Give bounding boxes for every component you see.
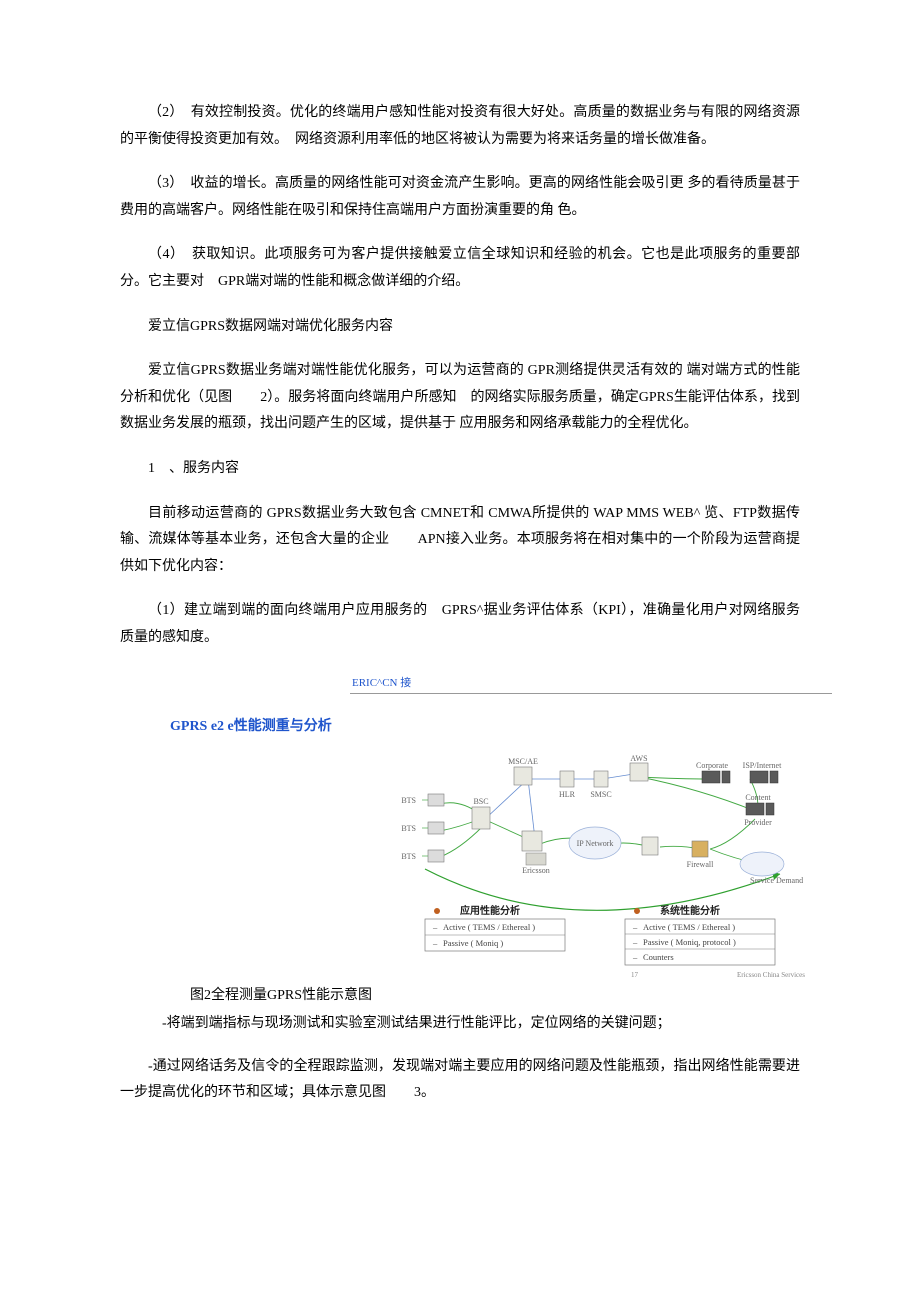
- svg-text:Counters: Counters: [643, 952, 674, 962]
- paragraph-dash-2: -通过网络话务及信令的全程跟踪监测，发现端对端主要应用的网络问题及性能瓶颈，指出…: [120, 1054, 800, 1107]
- svg-text:系统性能分析: 系统性能分析: [660, 904, 720, 917]
- svg-text:–: –: [632, 922, 638, 932]
- paragraph-content-1: 目前移动运营商的 GPRS数据业务大致包含 CMNET和 CMWA所提供的 WA…: [120, 501, 800, 581]
- svg-text:Passive ( Moniq, protocol ): Passive ( Moniq, protocol ): [643, 937, 736, 947]
- paragraph-item-3: （3） 收益的增长。高质量的网络性能可对资金流产生影响。更高的网络性能会吸引更 …: [120, 171, 800, 224]
- svg-text:IP Network: IP Network: [577, 839, 614, 848]
- svg-text:Ericsson China Services: Ericsson China Services: [737, 971, 805, 979]
- svg-text:Corporate: Corporate: [696, 761, 728, 770]
- figure-2-caption: 图2全程测量GPRS性能示意图: [120, 983, 800, 1010]
- svg-text:SMSC: SMSC: [590, 790, 611, 799]
- svg-text:BTS: BTS: [401, 852, 416, 861]
- svg-text:BSC: BSC: [473, 797, 488, 806]
- figure-2-diagram: Service Demand BTS BTS BTS BSC: [310, 749, 810, 979]
- svg-text:–: –: [632, 952, 638, 962]
- section-title-1: 1 、服务内容: [120, 456, 800, 483]
- paragraph-service-intro: 爱立信GPRS数据业务端对端性能优化服务，可以为运营商的 GPR测络提供灵活有效…: [120, 358, 800, 438]
- svg-text:MSC/AE: MSC/AE: [508, 757, 538, 766]
- paragraph-item-2: （2） 有效控制投资。优化的终端用户感知性能对投资有很大好处。高质量的数据业务与…: [120, 100, 800, 153]
- svg-text:BTS: BTS: [401, 824, 416, 833]
- figure-2-svg: Service Demand BTS BTS BTS BSC: [310, 749, 810, 979]
- svg-text:ISP/Internet: ISP/Internet: [743, 761, 782, 770]
- svg-text:Ericsson: Ericsson: [522, 866, 550, 875]
- eric-link-label: ERIC^CN 接: [350, 673, 832, 695]
- svg-text:Active ( TEMS / Ethereal ): Active ( TEMS / Ethereal ): [443, 922, 535, 932]
- eric-link-row: ERIC^CN 接: [350, 670, 800, 697]
- svg-text:BTS: BTS: [401, 796, 416, 805]
- svg-text:–: –: [432, 922, 438, 932]
- gprs-e2e-title: GPRS e2 e性能测重与分析: [170, 714, 800, 741]
- svg-text:–: –: [432, 938, 438, 948]
- svg-text:Content: Content: [745, 793, 771, 802]
- svg-text:Active ( TEMS / Ethereal ): Active ( TEMS / Ethereal ): [643, 922, 735, 932]
- section-title-service: 爱立信GPRS数据网端对端优化服务内容: [120, 314, 800, 341]
- svg-text:–: –: [632, 937, 638, 947]
- svg-text:AWS: AWS: [630, 754, 647, 763]
- svg-text:17: 17: [631, 971, 639, 979]
- svg-text:HLR: HLR: [559, 790, 576, 799]
- paragraph-dash-1: -将端到端指标与现场测试和实验室测试结果进行性能评比，定位网络的关键问题；: [120, 1011, 800, 1038]
- paragraph-item-4: （4） 获取知识。此项服务可为客户提供接触爱立信全球知识和经验的机会。它也是此项…: [120, 242, 800, 295]
- svg-text:Passive ( Moniq ): Passive ( Moniq ): [443, 938, 503, 948]
- svg-text:应用性能分析: 应用性能分析: [460, 904, 520, 917]
- paragraph-content-kpi: （1）建立端到端的面向终端用户应用服务的 GPRS^据业务评估体系（KPI），准…: [120, 598, 800, 651]
- svg-text:Provider: Provider: [744, 818, 772, 827]
- svg-text:Firewall: Firewall: [687, 860, 714, 869]
- svg-text:Service Demand: Service Demand: [750, 876, 803, 885]
